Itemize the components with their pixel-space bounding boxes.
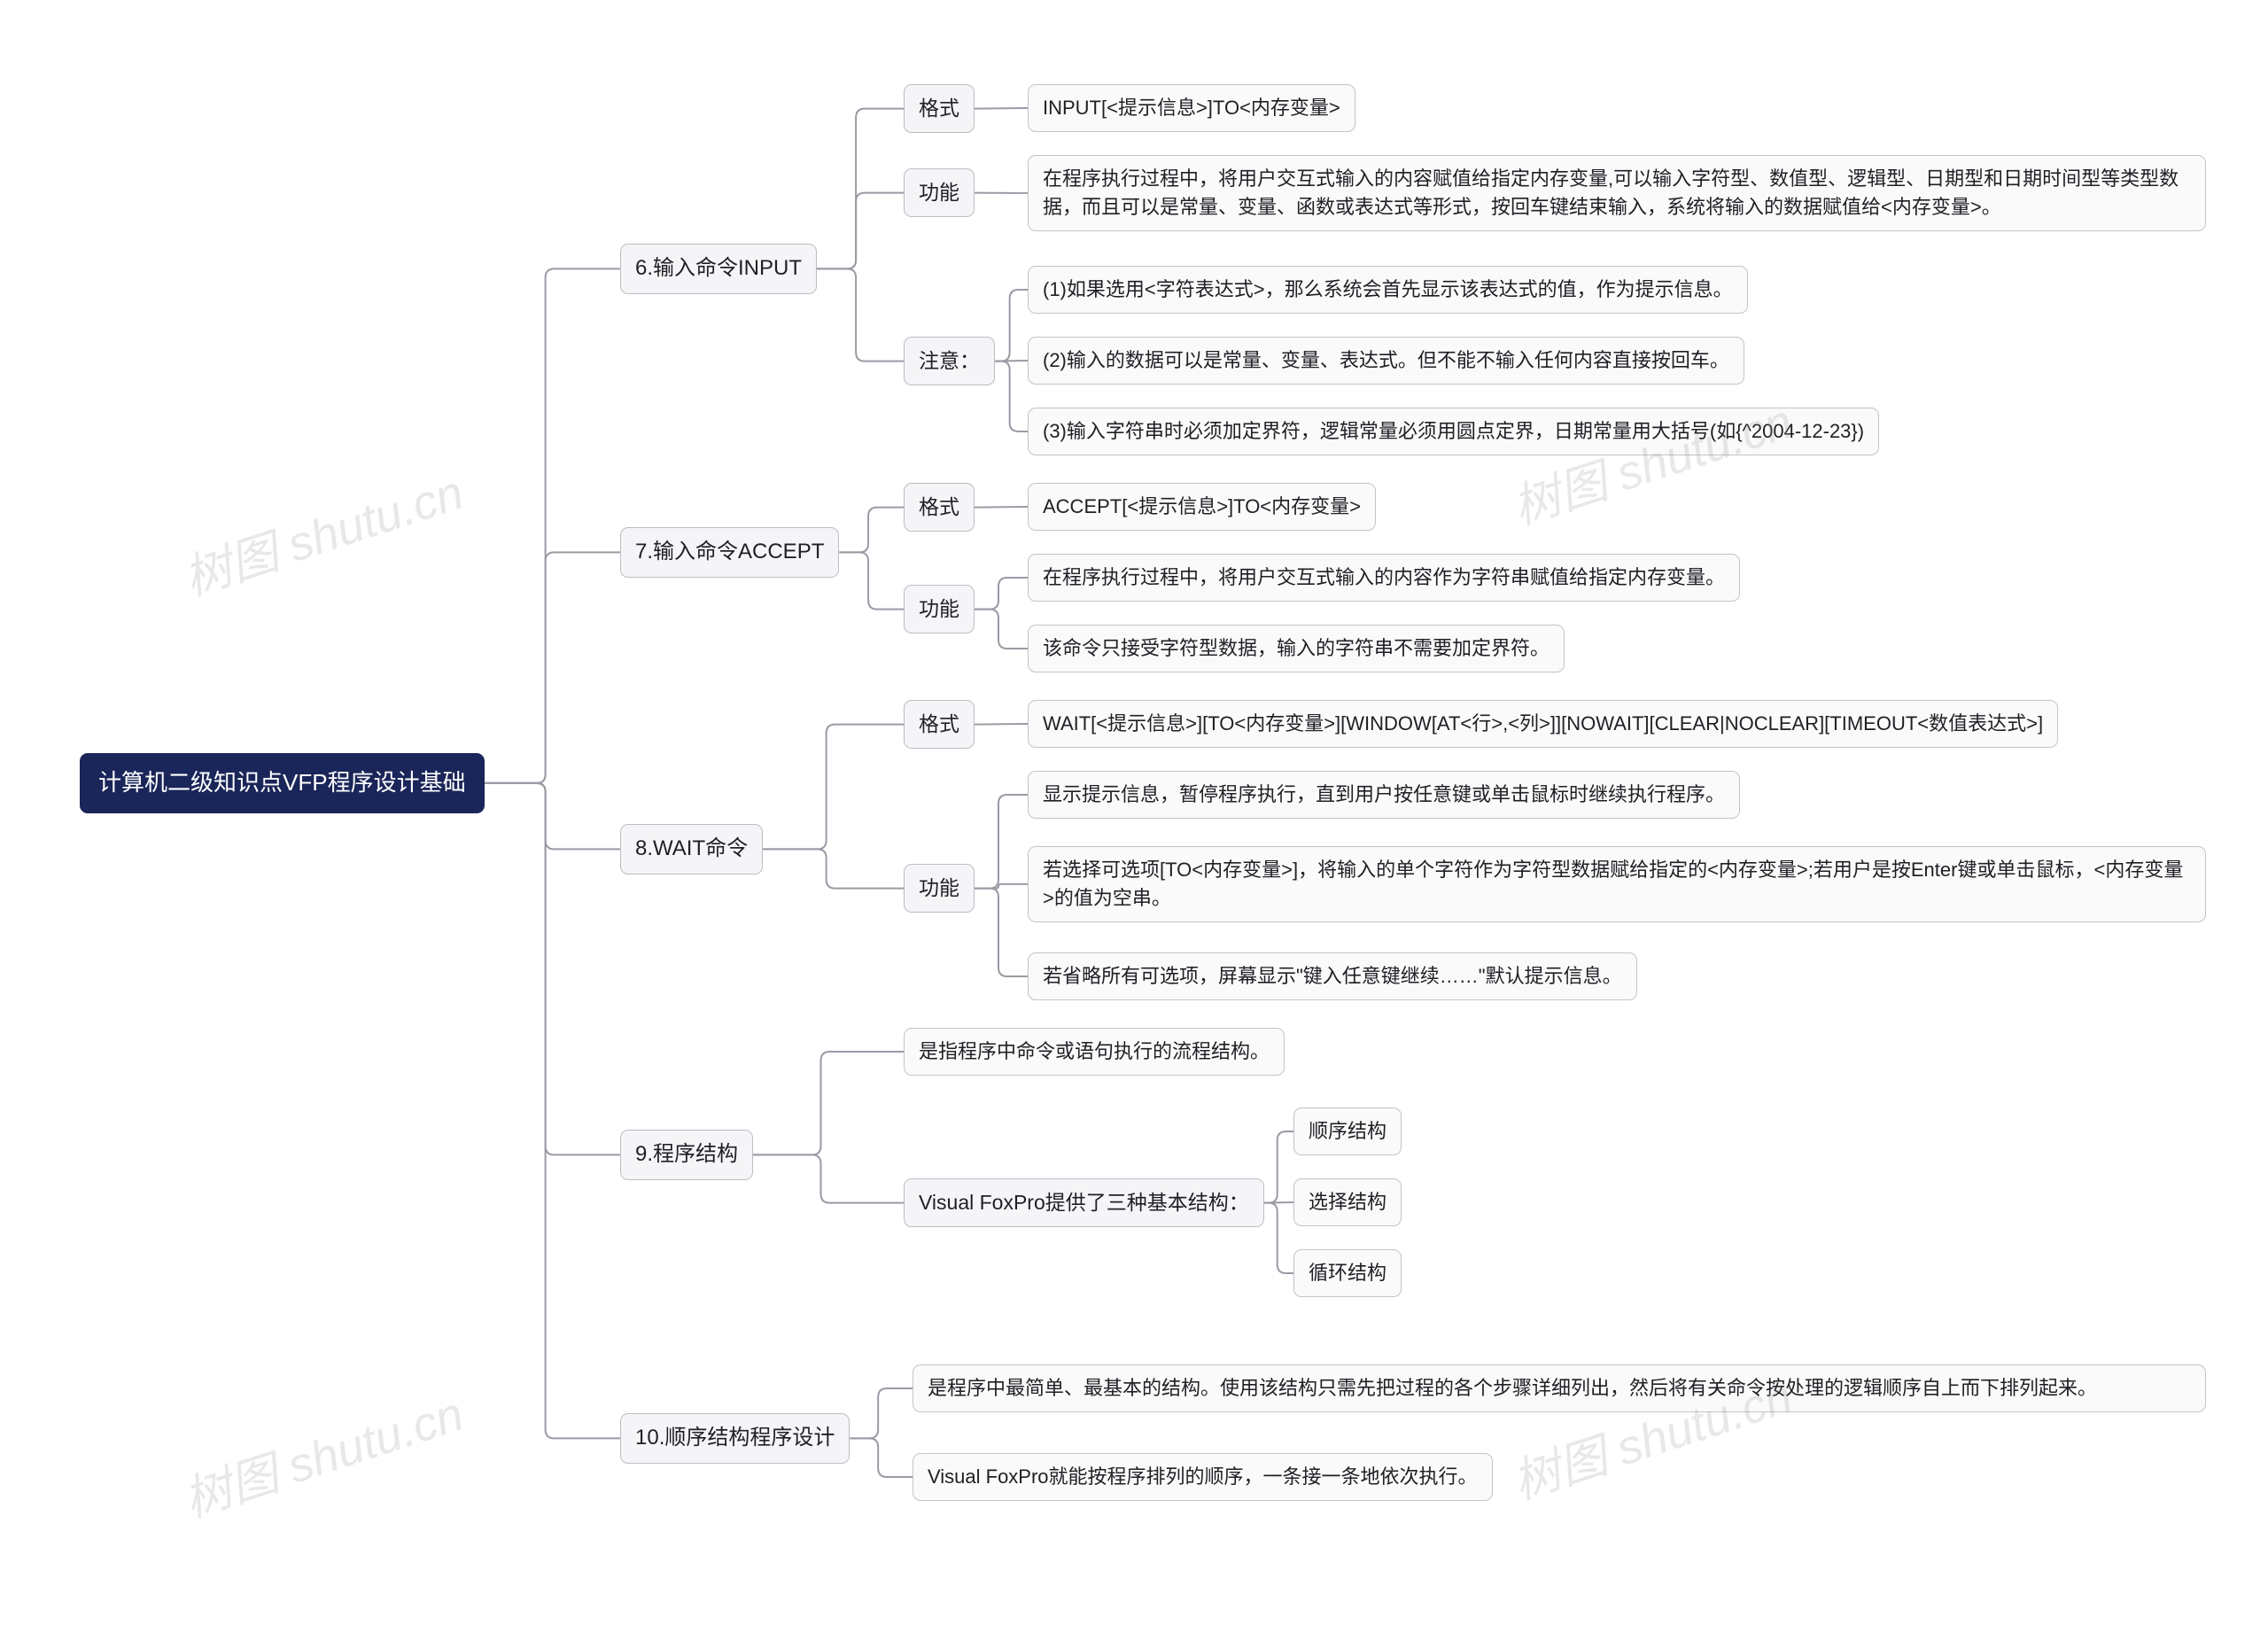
connector [975, 724, 1028, 725]
mindmap-node: 格式 [904, 84, 975, 133]
connector [485, 783, 620, 1439]
connector [485, 783, 620, 1155]
connector [753, 1154, 904, 1202]
mindmap-node: 功能 [904, 168, 975, 217]
mindmap-node: 顺序结构 [1293, 1108, 1402, 1155]
connector [485, 783, 620, 850]
connector [485, 268, 620, 782]
mindmap-node: 显示提示信息，暂停程序执行，直到用户按任意键或单击鼠标时继续执行程序。 [1028, 771, 1740, 819]
mindmap-node: WAIT[<提示信息>][TO<内存变量>][WINDOW[AT<行>,<列>]… [1028, 700, 2058, 748]
connector [839, 508, 904, 553]
connector [975, 795, 1028, 889]
mindmap-node: 6.输入命令INPUT [620, 244, 817, 294]
mindmap-node: 若选择可选项[TO<内存变量>]，将输入的单个字符作为字符型数据赋给指定的<内存… [1028, 846, 2206, 922]
connector [817, 109, 904, 269]
connector [839, 552, 904, 609]
connector [975, 108, 1028, 109]
connector [1264, 1202, 1293, 1203]
connector [753, 1052, 904, 1154]
connector [850, 1438, 913, 1477]
connector [995, 290, 1028, 361]
mindmap-node: 格式 [904, 700, 975, 749]
connector [975, 889, 1028, 976]
connector [1264, 1131, 1293, 1203]
mindmap-node: ACCEPT[<提示信息>]TO<内存变量> [1028, 483, 1376, 531]
mindmap-node: 10.顺序结构程序设计 [620, 1413, 850, 1464]
connector [975, 507, 1028, 508]
connector [763, 725, 904, 850]
mindmap-node: (1)如果选用<字符表达式>，那么系统会首先显示该表达式的值，作为提示信息。 [1028, 266, 1748, 314]
mindmap-node: 在程序执行过程中，将用户交互式输入的内容作为字符串赋值给指定内存变量。 [1028, 554, 1740, 602]
mindmap-node: 格式 [904, 483, 975, 532]
mindmap-node: 循环结构 [1293, 1249, 1402, 1297]
mindmap-node: 是程序中最简单、最基本的结构。使用该结构只需先把过程的各个步骤详细列出，然后将有… [913, 1364, 2206, 1412]
connector [1264, 1203, 1293, 1273]
mindmap-node: 9.程序结构 [620, 1130, 753, 1180]
connector [817, 268, 904, 361]
mindmap-node: 8.WAIT命令 [620, 824, 763, 874]
watermark: 树图 shutu.cn [1503, 382, 1800, 538]
connector [763, 849, 904, 888]
mindmap-node: 在程序执行过程中，将用户交互式输入的内容赋值给指定内存变量,可以输入字符型、数值… [1028, 155, 2206, 231]
connector [995, 361, 1028, 431]
mindmap-node: (3)输入字符串时必须加定界符，逻辑常量必须用圆点定界，日期常量用大括号(如{^… [1028, 408, 1879, 455]
mindmap-node: 计算机二级知识点VFP程序设计基础 [80, 753, 485, 813]
connector [817, 193, 904, 269]
connector [975, 884, 1028, 889]
mindmap-node: 功能 [904, 864, 975, 913]
mindmap-node: 选择结构 [1293, 1178, 1402, 1226]
watermark: 树图 shutu.cn [174, 1374, 471, 1530]
mindmap-node: INPUT[<提示信息>]TO<内存变量> [1028, 84, 1355, 132]
mindmap-node: 功能 [904, 585, 975, 633]
connector [850, 1388, 913, 1438]
watermark: 树图 shutu.cn [174, 453, 471, 609]
connector [975, 610, 1028, 649]
connector [485, 552, 620, 782]
mindmap-node: 该命令只接受字符型数据，输入的字符串不需要加定界符。 [1028, 625, 1565, 672]
mindmap-node: (2)输入的数据可以是常量、变量、表达式。但不能不输入任何内容直接按回车。 [1028, 337, 1744, 385]
mindmap-node: Visual FoxPro就能按程序排列的顺序，一条接一条地依次执行。 [913, 1453, 1493, 1501]
mindmap-node: 若省略所有可选项，屏幕显示"键入任意键继续……"默认提示信息。 [1028, 952, 1637, 1000]
mindmap-node: 是指程序中命令或语句执行的流程结构。 [904, 1028, 1285, 1076]
mindmap-node: 注意： [904, 337, 995, 385]
mindmap-node: 7.输入命令ACCEPT [620, 527, 839, 578]
connector [975, 578, 1028, 610]
mindmap-node: Visual FoxPro提供了三种基本结构： [904, 1178, 1264, 1227]
